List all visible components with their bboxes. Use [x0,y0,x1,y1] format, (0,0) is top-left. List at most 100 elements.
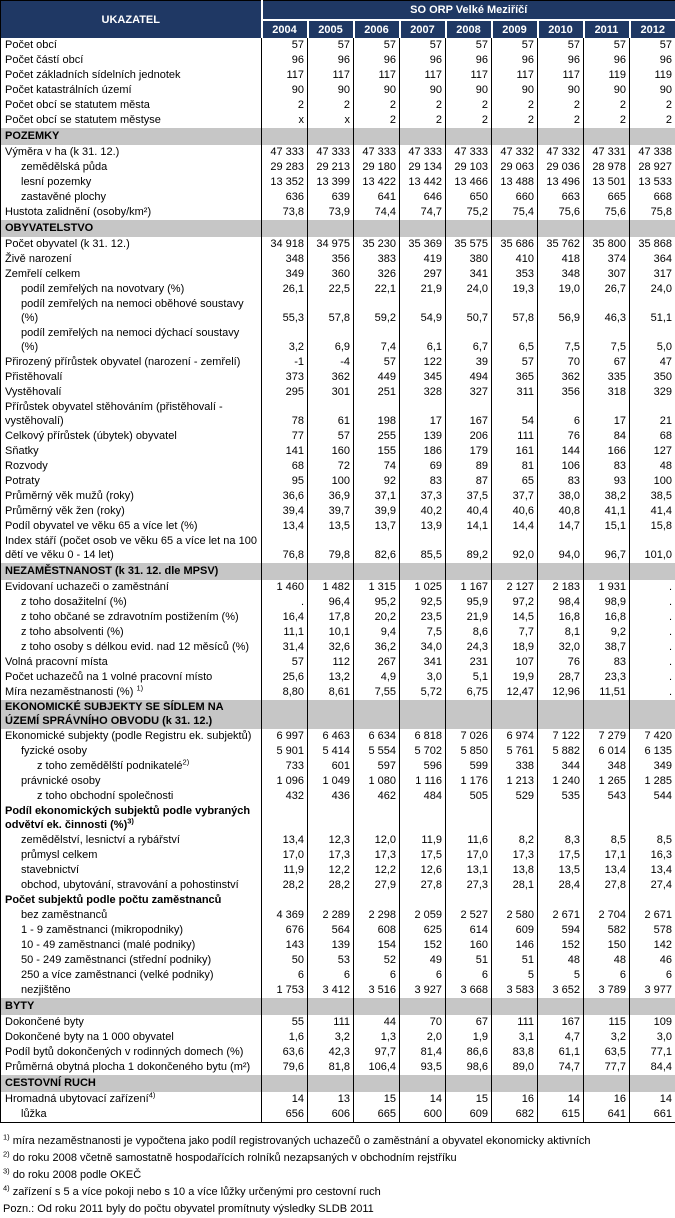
row-label: zastavěné plochy [1,190,262,205]
row-label: Počet obcí [1,38,262,53]
value-cell: 13 399 [308,175,354,190]
value-cell: 17,0 [446,848,492,863]
value-cell: 1 265 [584,774,630,789]
value-cell: 12,2 [354,863,400,878]
value-cell: 2 127 [492,580,538,595]
value-cell: 317 [630,267,675,282]
value-cell: 57 [446,38,492,53]
value-cell: 47 333 [446,145,492,160]
row-label: Dokončené byty na 1 000 obyvatel [1,1030,262,1045]
value-cell: 61,1 [538,1045,584,1060]
value-cell: 27,8 [584,878,630,893]
value-cell: 107 [492,655,538,670]
value-cell: 41,4 [630,504,675,519]
row-label: Průměrný věk mužů (roky) [1,489,262,504]
table-row: obchod, ubytování, stravování a pohostin… [1,878,675,893]
row-label: právnické osoby [1,774,262,789]
value-cell: 57 [262,655,308,670]
value-cell: 12,3 [308,833,354,848]
row-label: Počet subjektů podle počtu zaměstnanců [1,893,262,908]
value-cell: 307 [584,267,630,282]
row-label: z toho obchodní společnosti [1,789,262,804]
value-cell: 646 [400,190,446,205]
value-cell [308,1075,354,1092]
value-cell: 57 [538,38,584,53]
value-cell: 345 [400,370,446,385]
value-cell: 8,5 [584,833,630,848]
value-cell: 35 369 [400,237,446,252]
row-label: nezjištěno [1,983,262,998]
value-cell [538,700,584,729]
value-cell: 601 [308,759,354,774]
value-cell: 35 686 [492,237,538,252]
value-cell: 3 652 [538,983,584,998]
year-column-header: 2006 [354,20,400,38]
value-cell: 356 [308,252,354,267]
value-cell: 28,7 [538,670,584,685]
row-label: podíl zemřelých na nemoci dýchací sousta… [1,326,262,355]
row-label: zemědělská půda [1,160,262,175]
value-cell: 112 [308,655,354,670]
value-cell: 7 026 [446,729,492,744]
row-label: Rozvody [1,459,262,474]
value-cell: 35 762 [538,237,584,252]
value-cell: 34,0 [400,640,446,655]
value-cell: 1 116 [400,774,446,789]
value-cell: 13 466 [446,175,492,190]
value-cell: 251 [354,385,400,400]
value-cell: 21 [630,400,675,429]
value-cell: 17,3 [492,848,538,863]
row-label: z toho občané se zdravotním postižením (… [1,610,262,625]
year-column-header: 2007 [400,20,446,38]
table-row: z toho osoby s délkou evid. nad 12 měsíc… [1,640,675,655]
value-cell: 95 [262,474,308,489]
table-row: z toho občané se zdravotním postižením (… [1,610,675,625]
value-cell: 81,8 [308,1060,354,1075]
section-label: NEZAMĚSTNANOST (k 31. 12. dle MPSV) [1,563,262,580]
value-cell: 90 [308,83,354,98]
value-cell: 87 [446,474,492,489]
value-cell: 22,1 [354,282,400,297]
value-cell: 95,2 [354,595,400,610]
value-cell: 5 [538,968,584,983]
value-cell: 349 [630,759,675,774]
value-cell [584,128,630,145]
value-cell: 6 [446,968,492,983]
value-cell: 17,1 [584,848,630,863]
value-cell: 1 025 [400,580,446,595]
table-row: Přírůstek obyvatel stěhováním (přistěhov… [1,400,675,429]
row-label: bez zaměstnanců [1,908,262,923]
row-label: Přírůstek obyvatel stěhováním (přistěhov… [1,400,262,429]
value-cell: 78 [262,400,308,429]
value-cell: 57 [308,38,354,53]
value-cell [630,893,675,908]
value-cell: 348 [584,759,630,774]
value-cell: . [262,595,308,610]
value-cell: 17,8 [308,610,354,625]
value-cell: 19,9 [492,670,538,685]
value-cell: 37,7 [492,489,538,504]
value-cell: 75,4 [492,205,538,220]
value-cell: 50,7 [446,297,492,326]
value-cell: 8,3 [538,833,584,848]
value-cell: 24,0 [630,282,675,297]
footnote-marker: 4) [3,1183,10,1192]
value-cell: 29 036 [538,160,584,175]
value-cell [262,893,308,908]
value-cell: 2 [354,113,400,128]
value-cell [308,563,354,580]
section-header-row: OBYVATELSTVO [1,220,675,237]
value-cell: 27,9 [354,878,400,893]
value-cell: 96 [400,53,446,68]
footnote: 4) zařízení s 5 a více pokoji nebo s 10 … [3,1184,591,1201]
value-cell: 98,4 [538,595,584,610]
